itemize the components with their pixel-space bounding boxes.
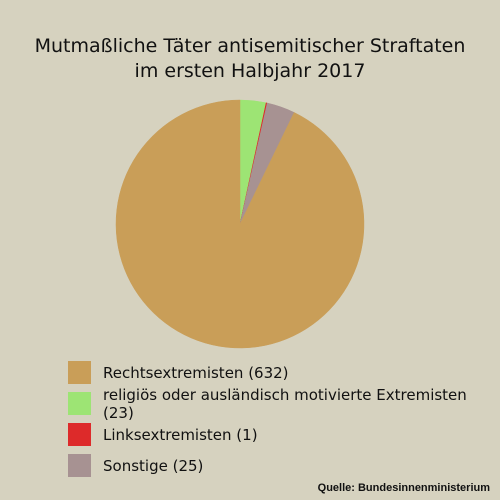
legend-label: Sonstige (25) [103,456,204,475]
legend-swatch [68,423,91,446]
legend-label: Rechtsextremisten (632) [103,363,289,382]
source-note: Quelle: Bundesinnenministerium [317,482,490,494]
legend-item-rechtsextremisten: Rechtsextremisten (632) [68,361,500,384]
legend-item-sonstige: Sonstige (25) [68,454,500,477]
legend-swatch [68,454,91,477]
legend-label: religiös oder ausländisch motivierte Ext… [103,385,467,422]
legend-item-linksextremisten: Linksextremisten (1) [68,423,500,446]
chart-title-line-1: Mutmaßliche Täter antisemitischer Straft… [34,35,466,57]
chart-title-line-2: im ersten Halbjahr 2017 [134,60,366,82]
legend-label: Linksextremisten (1) [103,425,258,444]
legend-item-religioes-extremisten: religiös oder ausländisch motivierte Ext… [68,386,500,422]
chart-title: Mutmaßliche Täter antisemitischer Straft… [0,34,500,84]
legend: Rechtsextremisten (632) religiös oder au… [68,361,500,485]
pie-slice-0 [115,99,365,349]
legend-swatch [68,392,91,415]
legend-swatch [68,361,91,384]
